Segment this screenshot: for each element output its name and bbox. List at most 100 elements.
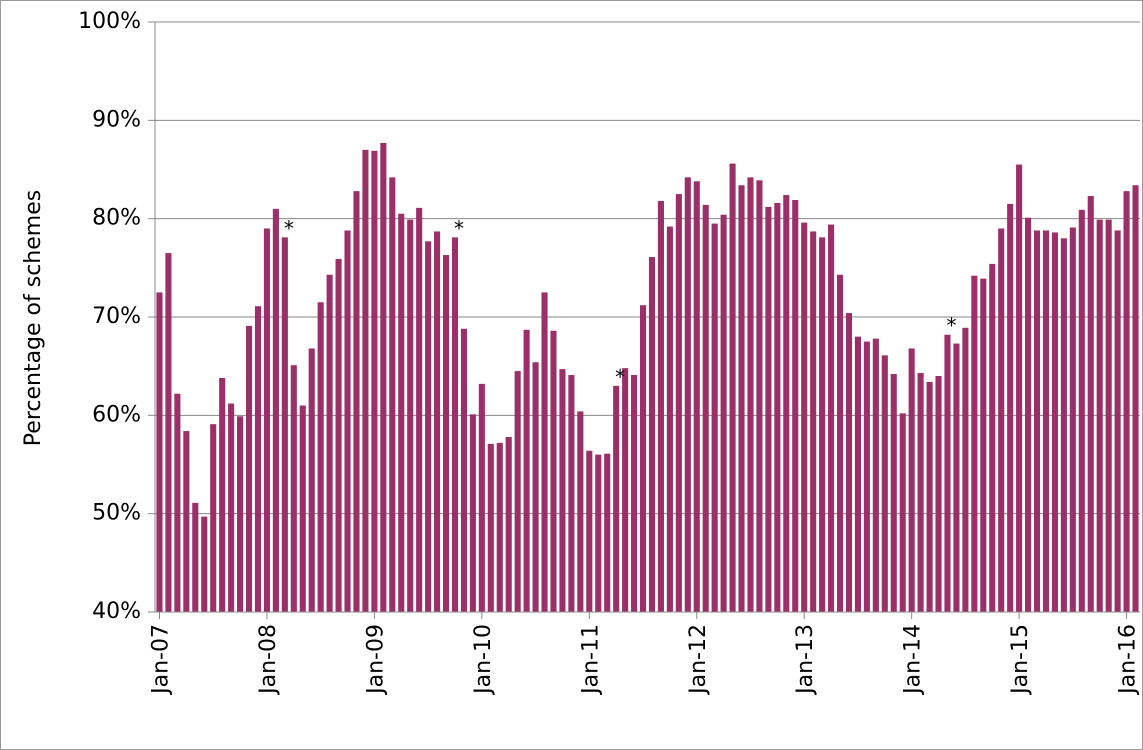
- bar: [1105, 219, 1112, 612]
- bar: [272, 208, 279, 613]
- x-tick-label: Jan-16: [1116, 624, 1141, 696]
- bar: [1025, 217, 1032, 612]
- bar: [729, 163, 736, 612]
- bar: [541, 292, 548, 612]
- bar: [1042, 230, 1050, 612]
- bar: [657, 200, 664, 612]
- bar: [747, 177, 754, 612]
- bar: [881, 355, 888, 612]
- bar: [371, 150, 378, 613]
- bar: [666, 226, 673, 613]
- bar: [756, 180, 763, 613]
- bar: [219, 377, 226, 612]
- bar: [711, 223, 718, 613]
- y-tick-label: 100%: [78, 9, 141, 34]
- bar: [192, 502, 199, 612]
- bar: [810, 231, 817, 612]
- bar: [559, 369, 566, 612]
- y-tick-label: 70%: [92, 304, 141, 329]
- bar: [1114, 230, 1121, 612]
- y-tick-label: 90%: [92, 107, 141, 132]
- annotation: *: [615, 365, 625, 389]
- bar: [1033, 230, 1041, 612]
- bar: [1096, 219, 1103, 612]
- x-tick-label: Jan-13: [793, 624, 818, 696]
- x-tick-label: Jan-08: [256, 624, 281, 696]
- bar: [801, 222, 808, 612]
- bar: [693, 181, 700, 613]
- bar: [281, 237, 288, 612]
- bar: [532, 362, 539, 612]
- bar: [971, 275, 978, 612]
- bar: [201, 516, 208, 612]
- bar: [872, 338, 879, 612]
- x-tick-label: Jan-14: [901, 624, 926, 696]
- bar: [989, 263, 996, 612]
- bar: [1051, 232, 1058, 612]
- bar: [828, 224, 835, 613]
- bar: [317, 302, 324, 612]
- bar: [595, 454, 602, 612]
- bar: [890, 374, 897, 612]
- bar: [577, 411, 584, 612]
- bar: [836, 274, 844, 612]
- bar: [434, 231, 441, 612]
- bar: [1123, 191, 1130, 612]
- x-tick-label: Jan-07: [148, 624, 173, 696]
- y-tick-label: 50%: [92, 501, 141, 526]
- bar: [469, 414, 476, 612]
- bar: [505, 436, 512, 612]
- bar: [962, 327, 969, 612]
- y-tick-label: 40%: [92, 599, 141, 624]
- bar: [1016, 164, 1023, 613]
- bar: [899, 413, 906, 612]
- bar: [165, 253, 172, 613]
- bar: [237, 416, 244, 612]
- bar: [1078, 209, 1085, 613]
- bar: [774, 202, 781, 612]
- bar: [980, 278, 987, 612]
- bar: [917, 373, 924, 612]
- bar: [639, 305, 647, 612]
- y-axis-label: Percentage of schemes: [21, 190, 46, 446]
- bar: [845, 313, 853, 612]
- bar: [254, 306, 262, 612]
- bar: [613, 385, 620, 612]
- bar: [765, 206, 772, 612]
- bar: [183, 431, 190, 612]
- bar: [854, 336, 861, 612]
- bar: [684, 177, 691, 612]
- bar: [702, 204, 709, 612]
- bar: [631, 375, 638, 612]
- bar: [228, 403, 235, 612]
- bar: [326, 274, 333, 612]
- bar: [998, 228, 1005, 612]
- bar: [1007, 203, 1014, 612]
- x-tick-label: Jan-12: [686, 624, 711, 696]
- bar: [362, 149, 369, 613]
- annotation: *: [284, 216, 294, 240]
- bar: [792, 199, 799, 612]
- bar: [908, 348, 915, 612]
- bar: [1132, 185, 1139, 612]
- bar: [675, 194, 682, 613]
- bar: [496, 442, 503, 612]
- x-tick-label: Jan-15: [1008, 624, 1033, 696]
- bar: [738, 185, 745, 612]
- bar: [604, 453, 611, 612]
- bar: [353, 191, 360, 612]
- bar: [720, 214, 727, 612]
- bar: [953, 343, 960, 612]
- bar: [290, 365, 297, 612]
- bar: [819, 237, 826, 612]
- bar: [568, 375, 575, 612]
- bar: [442, 255, 450, 613]
- bar: [451, 237, 459, 612]
- bar: [210, 424, 217, 612]
- bar: [380, 142, 387, 612]
- x-tick-label: Jan-10: [471, 624, 496, 696]
- bar: [416, 207, 423, 612]
- bar: [926, 381, 933, 612]
- annotation: *: [946, 314, 956, 338]
